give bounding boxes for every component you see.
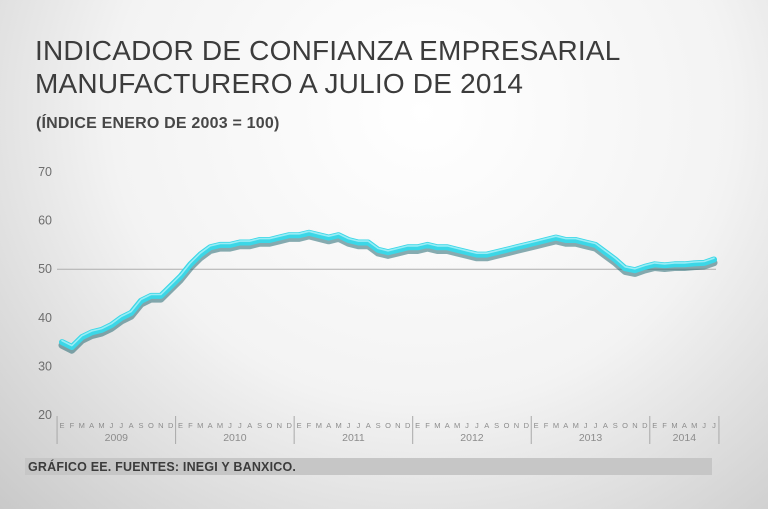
y-tick-label: 30 <box>38 359 52 373</box>
month-label: N <box>632 421 637 430</box>
month-label: A <box>89 421 94 430</box>
year-label: 2012 <box>460 432 484 444</box>
month-label: D <box>168 421 174 430</box>
source-text: GRÁFICO EE. FUENTES: INEGI Y BANXICO. <box>28 460 297 474</box>
month-label: O <box>622 421 628 430</box>
month-label: A <box>366 421 371 430</box>
month-label: F <box>70 421 75 430</box>
month-label: J <box>584 421 588 430</box>
month-label: A <box>445 421 450 430</box>
chart-title-line1: INDICADOR DE CONFIANZA EMPRESARIAL <box>35 35 621 66</box>
month-label: D <box>642 421 648 430</box>
year-label: 2011 <box>342 432 365 444</box>
month-label: J <box>119 421 123 430</box>
month-label: M <box>98 421 104 430</box>
month-label: M <box>454 421 460 430</box>
month-label: N <box>395 421 400 430</box>
month-label: J <box>347 421 351 430</box>
chart-subtitle: (ÍNDICE ENERO DE 2003 = 100) <box>36 115 280 132</box>
month-label: N <box>158 421 163 430</box>
month-label: M <box>573 421 579 430</box>
month-label: M <box>691 421 697 430</box>
month-label: O <box>267 421 273 430</box>
year-label: 2009 <box>105 432 129 444</box>
month-label: F <box>188 421 193 430</box>
month-label: S <box>139 421 144 430</box>
month-label: M <box>217 421 223 430</box>
month-label: M <box>553 421 559 430</box>
month-label: F <box>307 421 312 430</box>
month-label: A <box>129 421 134 430</box>
chart-title-line2: MANUFACTURERO A JULIO DE 2014 <box>35 68 524 99</box>
month-label: F <box>662 421 667 430</box>
month-label: D <box>405 421 411 430</box>
month-label: E <box>297 421 302 430</box>
year-label: 2014 <box>673 432 697 444</box>
month-label: S <box>257 421 262 430</box>
month-label: F <box>544 421 549 430</box>
month-label: A <box>484 421 489 430</box>
month-label: J <box>702 421 706 430</box>
month-label: E <box>415 421 420 430</box>
month-label: F <box>425 421 430 430</box>
month-label: D <box>524 421 530 430</box>
month-label: S <box>376 421 381 430</box>
month-label: E <box>178 421 183 430</box>
month-label: A <box>603 421 608 430</box>
month-label: M <box>316 421 322 430</box>
month-label: J <box>238 421 242 430</box>
month-label: J <box>475 421 479 430</box>
month-label: J <box>594 421 598 430</box>
month-label: J <box>356 421 360 430</box>
month-label: E <box>652 421 657 430</box>
month-label: A <box>563 421 568 430</box>
month-label: M <box>434 421 440 430</box>
month-label: E <box>534 421 539 430</box>
month-label: N <box>277 421 282 430</box>
month-label: J <box>712 421 716 430</box>
y-tick-label: 20 <box>38 408 52 422</box>
month-label: J <box>228 421 232 430</box>
month-label: A <box>326 421 331 430</box>
month-label: A <box>682 421 687 430</box>
month-label: E <box>59 421 64 430</box>
y-tick-label: 50 <box>38 262 52 276</box>
month-label: M <box>671 421 677 430</box>
month-label: S <box>613 421 618 430</box>
month-label: M <box>197 421 203 430</box>
month-label: D <box>287 421 293 430</box>
month-label: J <box>465 421 469 430</box>
series-line <box>59 229 717 350</box>
month-label: M <box>335 421 341 430</box>
footer-bar: GRÁFICO EE. FUENTES: INEGI Y BANXICO. <box>25 458 712 475</box>
month-label: O <box>148 421 154 430</box>
year-label: 2010 <box>223 432 247 444</box>
month-label: A <box>247 421 252 430</box>
month-label: O <box>385 421 391 430</box>
y-tick-label: 70 <box>38 165 52 179</box>
month-label: J <box>110 421 114 430</box>
y-tick-label: 60 <box>38 214 52 228</box>
year-label: 2013 <box>579 432 603 444</box>
month-label: O <box>504 421 510 430</box>
month-label: M <box>79 421 85 430</box>
month-label: N <box>514 421 519 430</box>
month-label: A <box>208 421 213 430</box>
series-line-highlight <box>61 230 715 347</box>
y-tick-label: 40 <box>38 311 52 325</box>
month-label: S <box>494 421 499 430</box>
chart-title: INDICADOR DE CONFIANZA EMPRESARIAL MANUF… <box>35 34 621 100</box>
